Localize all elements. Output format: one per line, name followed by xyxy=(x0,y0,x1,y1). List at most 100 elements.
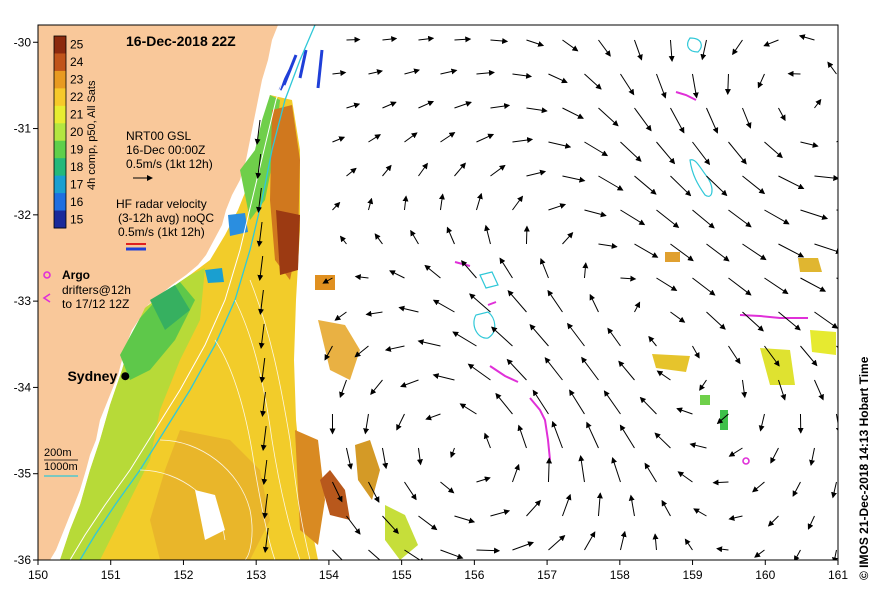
velocity-arrow xyxy=(547,289,563,313)
velocity-arrow xyxy=(398,305,419,313)
colorbar-swatch xyxy=(54,158,66,177)
velocity-arrow xyxy=(578,455,585,483)
isobath-200m-line xyxy=(69,25,306,560)
x-tick-label: 153 xyxy=(246,568,266,582)
velocity-arrow xyxy=(778,243,805,258)
velocity-arrow xyxy=(345,447,353,470)
velocity-arrow xyxy=(584,141,609,157)
velocity-arrow xyxy=(346,167,357,177)
velocity-arrow xyxy=(258,323,265,349)
velocity-arrow xyxy=(562,107,584,119)
velocity-arrow xyxy=(367,197,374,211)
velocity-arrow xyxy=(603,390,621,415)
velocity-arrow xyxy=(404,481,417,501)
velocity-arrow xyxy=(839,29,851,40)
velocity-arrow xyxy=(716,546,729,553)
velocity-arrow xyxy=(589,293,599,313)
x-tick-label: 157 xyxy=(537,568,557,582)
velocity-arrow xyxy=(483,432,491,449)
velocity-arrow xyxy=(778,311,801,331)
velocity-arrow xyxy=(532,389,549,415)
colorbar-swatch xyxy=(54,123,66,142)
colorbar-swatch xyxy=(54,175,66,194)
velocity-arrow xyxy=(424,264,441,279)
colorbar-tick-label: 20 xyxy=(70,125,84,139)
velocity-arrow xyxy=(562,232,574,245)
velocity-arrow xyxy=(619,530,627,551)
map-title: 16-Dec-2018 22Z xyxy=(126,33,236,49)
velocity-arrow xyxy=(831,481,837,499)
velocity-arrow xyxy=(619,424,635,449)
x-tick-label: 158 xyxy=(610,568,630,582)
velocity-arrow xyxy=(767,515,779,527)
velocity-arrow xyxy=(416,447,423,466)
velocity-arrow xyxy=(546,457,553,483)
velocity-arrow xyxy=(670,107,685,134)
drifters-period: to 17/12 12Z xyxy=(62,297,129,311)
velocity-arrow xyxy=(706,311,726,330)
velocity-arrow xyxy=(262,493,269,519)
velocity-arrow xyxy=(656,73,667,99)
velocity-arrow xyxy=(778,175,805,190)
velocity-arrow xyxy=(332,549,348,560)
velocity-arrow xyxy=(370,379,383,396)
y-tick-label: -31 xyxy=(14,122,32,136)
velocity-arrow xyxy=(654,432,671,449)
velocity-arrow xyxy=(381,447,389,470)
x-tick-label: 156 xyxy=(464,568,484,582)
velocity-arrow xyxy=(440,549,464,560)
gsl-date: 16-Dec 00:00Z xyxy=(126,143,205,157)
velocity-arrow xyxy=(742,175,766,195)
velocity-arrow xyxy=(402,195,409,211)
velocity-arrow xyxy=(634,301,641,313)
velocity-arrow xyxy=(258,289,264,315)
sea-surface-temperature-layer xyxy=(60,95,836,560)
plot-frame xyxy=(37,24,839,561)
x-tick-label: 151 xyxy=(101,568,121,582)
colorbar-swatch xyxy=(54,36,66,54)
velocity-arrow xyxy=(454,101,472,109)
colorbar-tick-label: 24 xyxy=(70,55,84,69)
drifter-tracks xyxy=(454,91,808,461)
sydney-label: Sydney xyxy=(67,368,117,384)
velocity-arrow xyxy=(495,392,513,415)
velocity-arrow xyxy=(365,310,383,317)
velocity-arrow xyxy=(728,514,743,521)
velocity-arrow xyxy=(742,107,752,129)
velocity-arrow xyxy=(836,277,838,280)
velocity-arrow xyxy=(800,141,819,148)
velocity-arrow xyxy=(728,209,752,228)
velocity-arrow xyxy=(454,36,472,43)
velocity-arrow xyxy=(382,164,392,177)
radar-title: HF radar velocity xyxy=(116,197,207,211)
velocity-arrow xyxy=(692,141,711,166)
velocity-arrow xyxy=(548,141,572,149)
velocity-arrow xyxy=(620,141,642,162)
land-mass xyxy=(38,25,278,560)
colorbar-tick-label: 18 xyxy=(70,160,84,174)
velocity-arrow xyxy=(670,311,686,323)
y-tick-label: -35 xyxy=(14,467,32,481)
velocity-arrow xyxy=(634,175,657,195)
velocity-arrow xyxy=(764,209,790,225)
velocity-arrow xyxy=(262,527,269,553)
x-tick-label: 161 xyxy=(828,568,848,582)
velocity-arrow xyxy=(620,73,635,96)
x-tick-label: 154 xyxy=(319,568,339,582)
velocity-arrow xyxy=(652,533,659,551)
velocity-arrow xyxy=(836,140,838,143)
colorbar-swatch xyxy=(54,210,66,229)
velocity-arrow xyxy=(850,93,852,108)
velocity-arrow xyxy=(512,137,534,143)
velocity-arrow xyxy=(454,515,476,524)
velocity-arrow xyxy=(254,119,261,145)
velocity-arrow xyxy=(499,257,513,279)
velocity-arrow xyxy=(512,541,534,551)
velocity-arrow xyxy=(676,407,693,415)
velocity-arrow xyxy=(809,447,815,467)
colorbar-tick-label: 15 xyxy=(70,212,84,226)
velocity-arrow xyxy=(792,481,801,497)
argo-float xyxy=(742,457,750,465)
velocity-arrow xyxy=(800,345,818,367)
velocity-arrow xyxy=(706,243,730,262)
